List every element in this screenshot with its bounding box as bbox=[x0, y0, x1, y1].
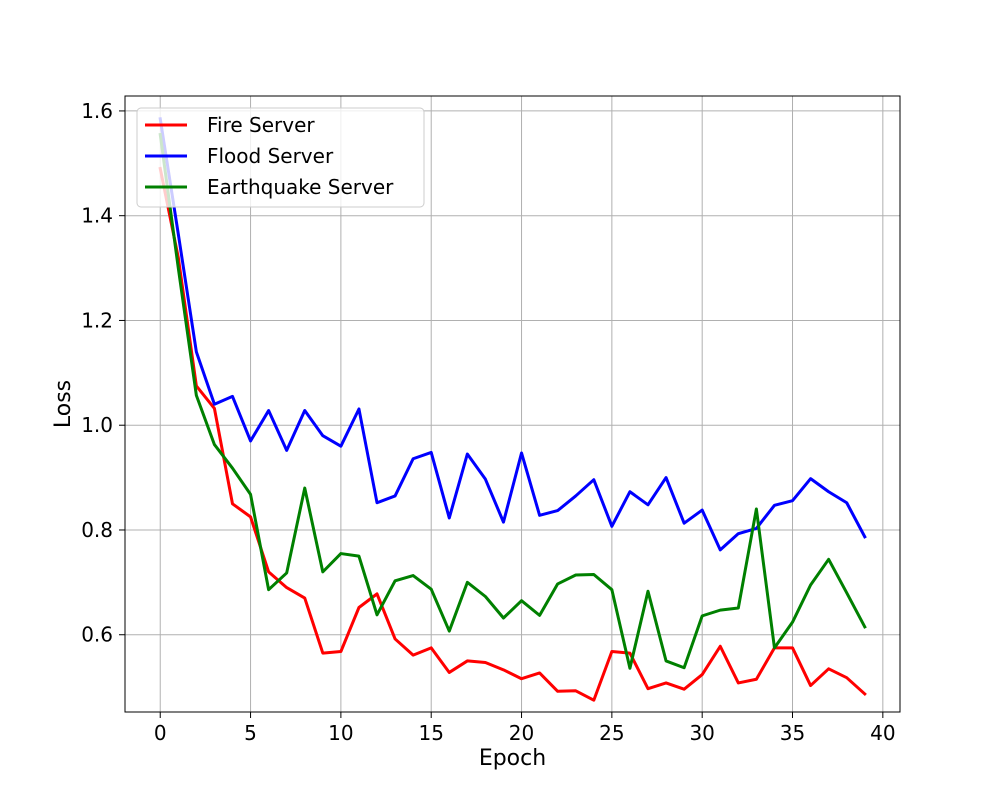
y-axis-label: Loss bbox=[51, 380, 76, 428]
legend: Fire Server Flood Server Earthquake Server bbox=[136, 107, 425, 208]
x-tick-label: 30 bbox=[689, 721, 714, 745]
y-tick-label: 1.0 bbox=[81, 413, 113, 437]
legend-label: Earthquake Server bbox=[207, 175, 394, 199]
x-tick-label: 40 bbox=[870, 721, 895, 745]
x-tick-label: 25 bbox=[599, 721, 624, 745]
x-tick-label: 0 bbox=[154, 721, 167, 745]
x-tick-label: 10 bbox=[328, 721, 353, 745]
legend-label: Fire Server bbox=[207, 113, 315, 137]
series-line-flood-server bbox=[158, 117, 867, 552]
x-tick-label: 35 bbox=[780, 721, 805, 745]
x-axis-label: Epoch bbox=[479, 746, 546, 771]
y-tick-label: 0.8 bbox=[81, 518, 113, 542]
series-lines bbox=[158, 117, 867, 702]
y-tick-label: 0.6 bbox=[81, 623, 113, 647]
x-tick-label: 5 bbox=[244, 721, 257, 745]
legend-box bbox=[136, 107, 425, 208]
y-tick-label: 1.2 bbox=[81, 308, 113, 332]
ticks: 0 5 10 15 20 25 30 35 40 0.6 0.8 1.0 1.2 1.4 1.6 bbox=[81, 99, 895, 745]
legend-label: Flood Server bbox=[207, 144, 334, 168]
plot-frame bbox=[124, 95, 901, 713]
y-tick-label: 1.6 bbox=[81, 99, 113, 123]
x-tick-label: 15 bbox=[418, 721, 443, 745]
y-tick-label: 1.4 bbox=[81, 204, 113, 228]
x-tick-label: 20 bbox=[509, 721, 534, 745]
series-line-earthquake-server bbox=[158, 132, 867, 670]
